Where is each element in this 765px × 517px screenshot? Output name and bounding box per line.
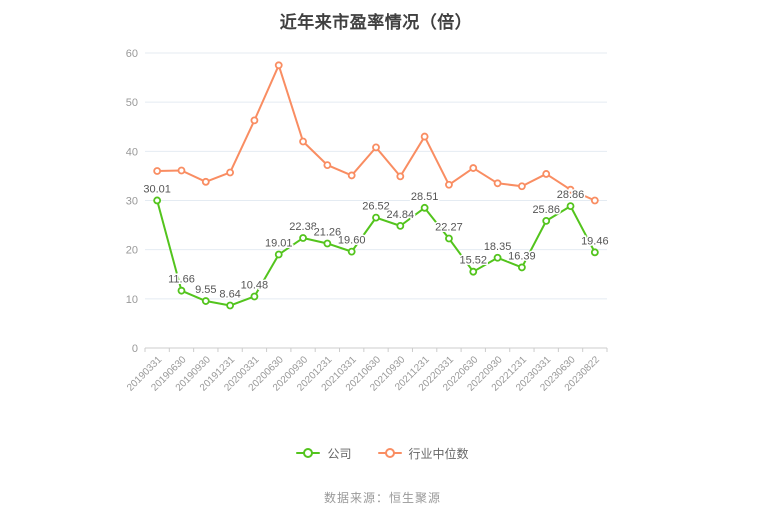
y-axis-label: 20 (126, 245, 138, 257)
company-legend-marker-icon (296, 447, 321, 459)
company-value-label: 18.35 (484, 241, 512, 253)
company-value-label: 26.52 (362, 201, 390, 213)
company-value-label: 25.86 (532, 204, 560, 216)
industry-median-point[interactable] (493, 179, 502, 188)
plot-area: 0102030405060201903312019063020190930201… (125, 48, 610, 394)
company-point[interactable] (299, 234, 307, 242)
company-value-label: 8.64 (219, 289, 240, 301)
company-value-label: 21.26 (314, 226, 342, 238)
legend-label-company: 公司 (327, 446, 352, 461)
company-point[interactable] (420, 203, 429, 212)
company-point[interactable] (590, 248, 599, 257)
legend-label-industry-median: 行业中位数 (408, 446, 469, 461)
y-axis-label: 10 (126, 294, 138, 306)
company-value-label: 11.66 (168, 274, 195, 286)
company-point[interactable] (274, 250, 283, 259)
company-value-label: 30.01 (143, 183, 171, 195)
legend: 公司 行业中位数 (0, 443, 765, 463)
legend-item-industry-median[interactable]: 行业中位数 (377, 445, 469, 462)
industry-median-point[interactable] (226, 168, 235, 177)
company-value-label: 22.38 (289, 221, 317, 233)
company-point[interactable] (250, 292, 259, 301)
company-value-label: 19.46 (581, 235, 609, 247)
company-point[interactable] (347, 247, 356, 256)
industry-median-point[interactable] (347, 171, 356, 180)
industry-median-point[interactable] (177, 166, 186, 175)
company-point[interactable] (177, 286, 186, 295)
company-point[interactable] (396, 221, 405, 230)
industry-median-point[interactable] (517, 182, 526, 191)
company-point[interactable] (445, 234, 453, 243)
company-value-label: 19.60 (338, 235, 366, 247)
company-value-label: 28.86 (557, 189, 585, 201)
industry-median-point[interactable] (420, 132, 429, 141)
company-point[interactable] (226, 301, 235, 310)
industry-median-point[interactable] (153, 167, 162, 175)
industry-median-point[interactable] (250, 116, 259, 125)
y-axis-label: 0 (132, 343, 138, 355)
industry-median-point[interactable] (201, 177, 210, 186)
company-point[interactable] (469, 267, 478, 276)
y-axis-label: 30 (126, 196, 138, 208)
industry-median-point[interactable] (590, 196, 599, 205)
chart-title: 近年来市盈率情况（倍） (279, 13, 473, 32)
industry-median-point[interactable] (372, 143, 380, 152)
company-point[interactable] (542, 216, 551, 225)
company-point[interactable] (153, 196, 162, 205)
industry-median-point[interactable] (323, 161, 332, 170)
company-value-label: 22.27 (435, 222, 463, 234)
company-point[interactable] (323, 239, 332, 248)
industry-median-point[interactable] (274, 61, 283, 70)
company-point[interactable] (372, 213, 380, 222)
y-axis-label: 40 (126, 146, 138, 158)
y-axis-label: 60 (126, 48, 138, 60)
industry-median-point[interactable] (396, 172, 405, 181)
industry-median-point[interactable] (542, 170, 551, 178)
company-value-label: 19.01 (265, 238, 293, 250)
y-axis-label: 50 (126, 97, 138, 109)
industry-median-point[interactable] (299, 137, 307, 146)
legend-item-company[interactable]: 公司 (296, 445, 352, 462)
industry-median-point[interactable] (566, 185, 575, 194)
company-value-label: 24.84 (387, 209, 415, 221)
industry-median-point[interactable] (469, 164, 478, 172)
industry-median-legend-marker-icon (377, 447, 402, 459)
company-value-label: 16.39 (508, 250, 536, 262)
company-point[interactable] (493, 253, 502, 262)
company-value-label: 9.55 (195, 284, 216, 296)
company-value-label: 10.48 (241, 279, 269, 291)
company-value-label: 15.52 (459, 255, 487, 267)
company-point[interactable] (566, 202, 575, 211)
company-point[interactable] (517, 263, 526, 272)
industry-median-point[interactable] (445, 180, 453, 189)
data-source: 数据来源：恒生聚源 (323, 491, 441, 505)
industry-median-line (156, 64, 596, 202)
company-value-label: 28.51 (411, 191, 439, 203)
company-point[interactable] (201, 297, 210, 305)
